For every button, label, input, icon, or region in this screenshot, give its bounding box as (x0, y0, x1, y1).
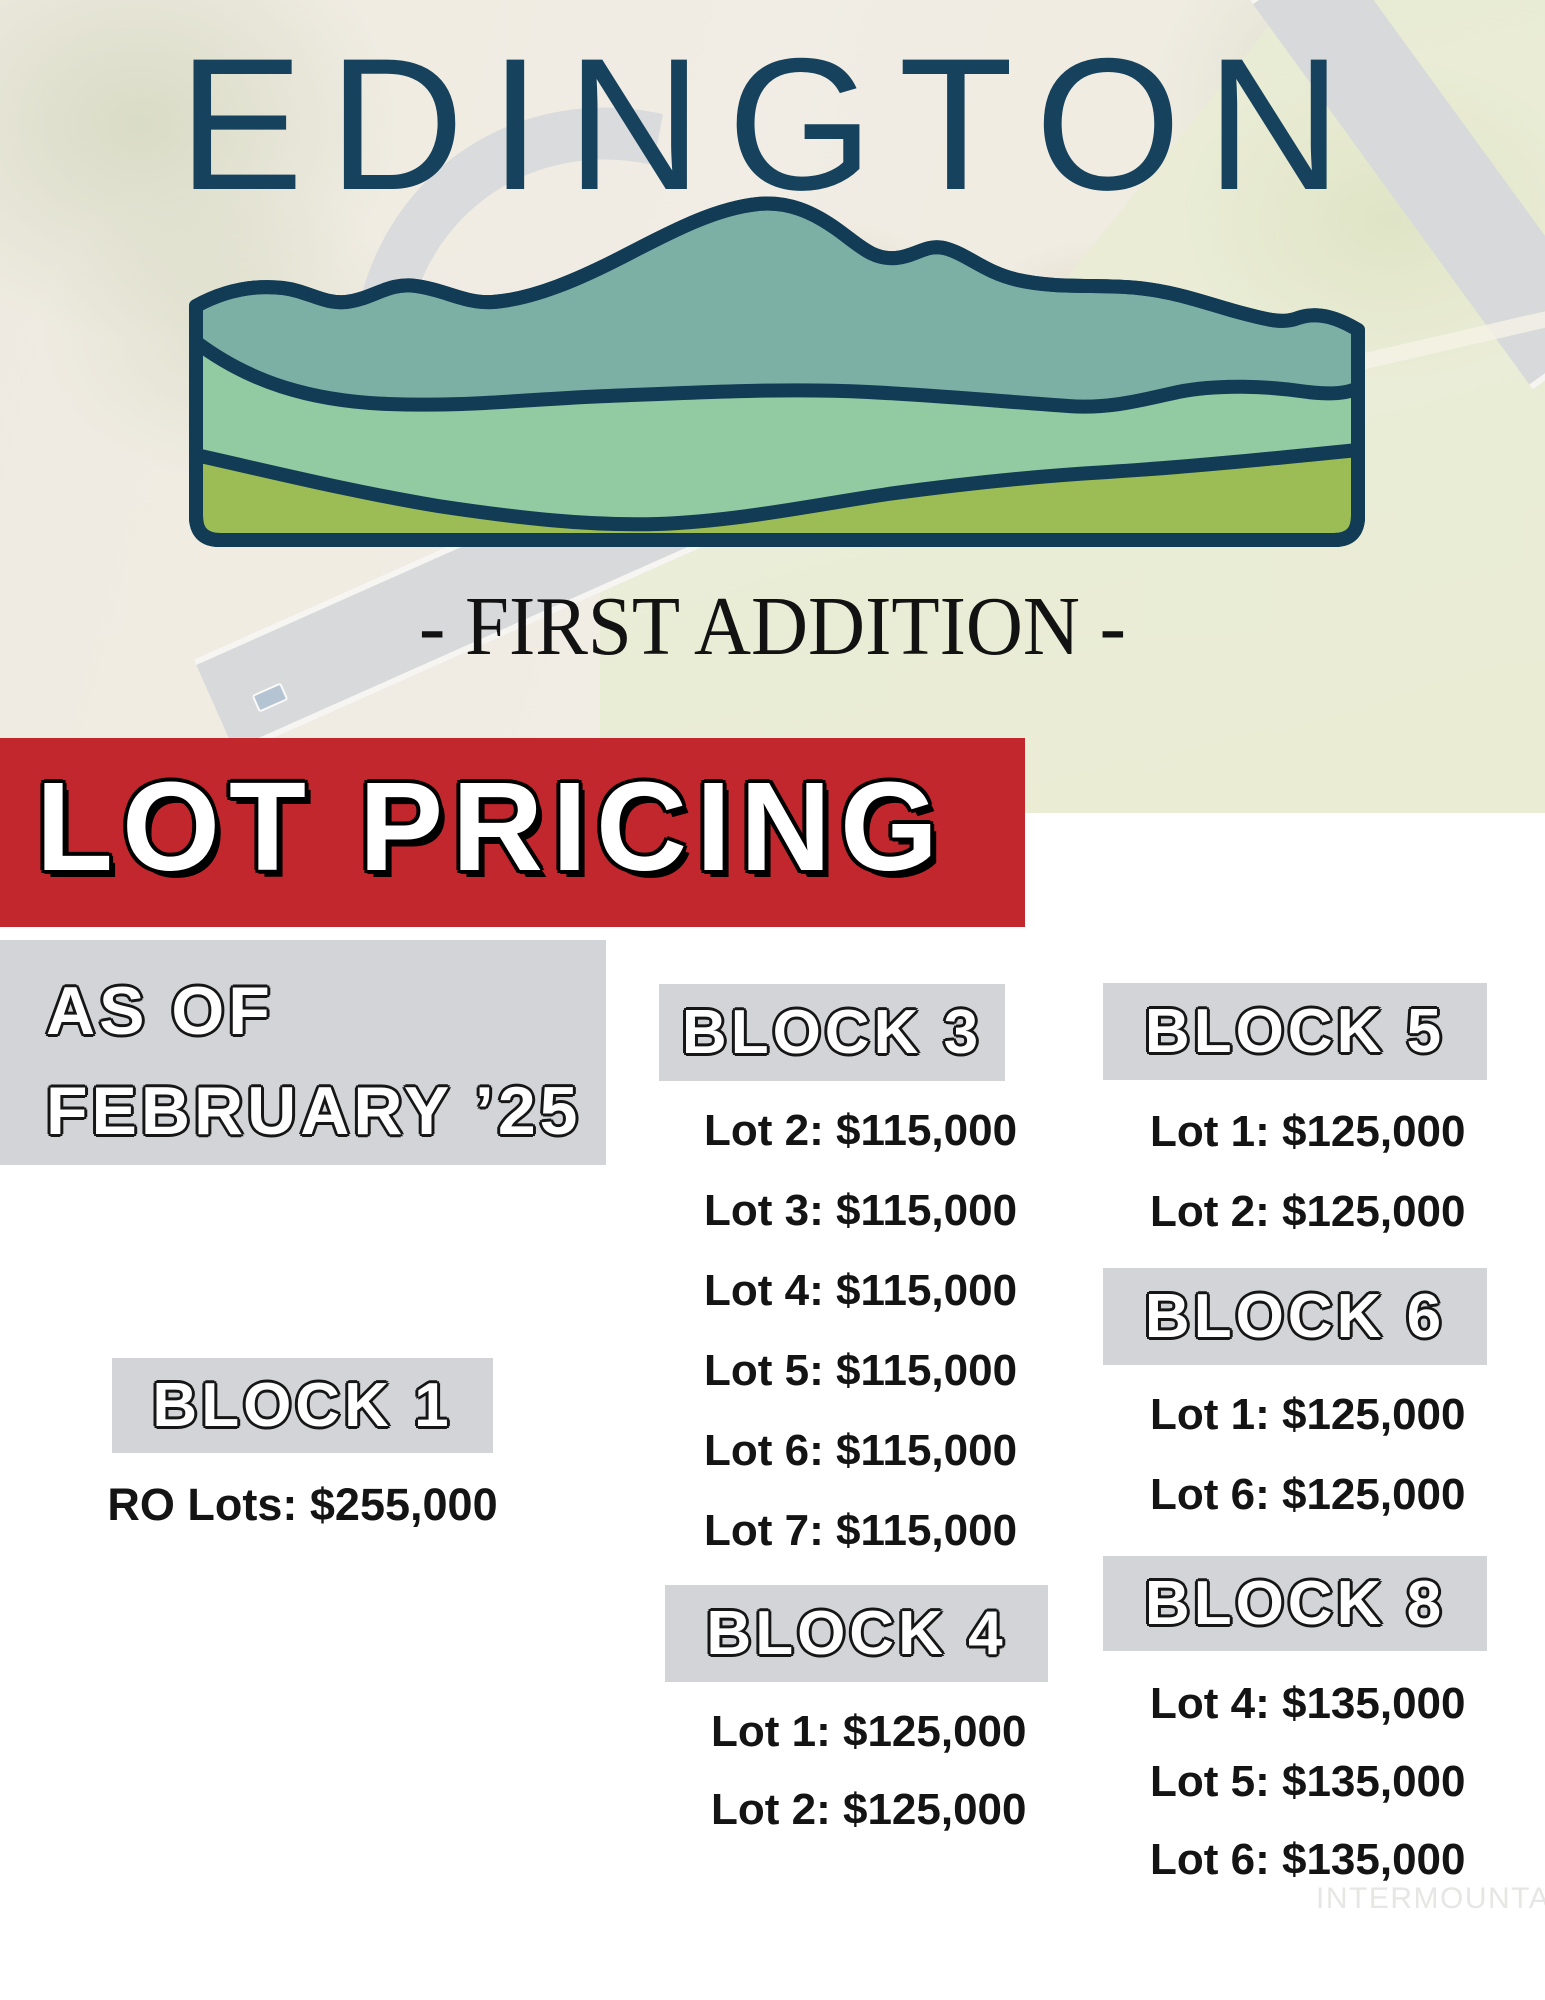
lot-price: Lot 6: $125,000 (1150, 1470, 1466, 1519)
lot-price: Lot 3: $115,000 (704, 1186, 1018, 1235)
grass-patch (0, 0, 400, 340)
lot-price: Lot 1: $125,000 (711, 1707, 1027, 1756)
lot-price: Lot 4: $115,000 (704, 1266, 1018, 1315)
lot-price: RO Lots: $255,000 (107, 1479, 498, 1530)
block-8-header: BLOCK 8 (1103, 1556, 1487, 1651)
as-of-box: AS OF FEBRUARY ’25 (0, 940, 606, 1165)
block-5-header: BLOCK 5 (1103, 983, 1487, 1080)
block-title: BLOCK 3 (681, 998, 983, 1067)
block-4-header: BLOCK 4 (665, 1585, 1048, 1682)
lot-price: Lot 7: $115,000 (704, 1506, 1018, 1555)
landscape-mountains-icon (189, 196, 1365, 547)
lot-pricing-label: LOT PRICING (36, 756, 947, 897)
block-1-header: BLOCK 1 (112, 1358, 493, 1453)
intermountain-watermark: INTERMOUNTAIN (1316, 1882, 1545, 1915)
block-title: BLOCK 1 (152, 1371, 453, 1440)
block-6-lots: Lot 1: $125,000 Lot 6: $125,000 (1150, 1375, 1466, 1535)
as-of-line2: FEBRUARY ’25 (46, 1072, 582, 1149)
lot-price: Lot 6: $135,000 (1150, 1835, 1466, 1884)
block-3-lots: Lot 2: $115,000 Lot 3: $115,000 Lot 4: $… (704, 1091, 1017, 1571)
lot-price: Lot 2: $125,000 (711, 1785, 1027, 1834)
block-8-lots: Lot 4: $135,000 Lot 5: $135,000 Lot 6: $… (1150, 1665, 1466, 1899)
lot-price: Lot 1: $125,000 (1150, 1390, 1466, 1439)
lot-price: Lot 2: $125,000 (1150, 1187, 1466, 1236)
edington-title: EDINGTON (178, 19, 1367, 229)
as-of-line1: AS OF (46, 973, 274, 1049)
block-5-lots: Lot 1: $125,000 Lot 2: $125,000 (1150, 1092, 1466, 1252)
block-title: BLOCK 4 (706, 1599, 1007, 1668)
block-1-lots: RO Lots: $255,000 (107, 1465, 498, 1545)
block-6-header: BLOCK 6 (1103, 1268, 1487, 1365)
lot-price: Lot 2: $115,000 (704, 1106, 1018, 1155)
logo-frame (189, 196, 1365, 547)
first-addition-subtitle: - FIRST ADDITION - (419, 580, 1126, 673)
lot-price: Lot 5: $115,000 (704, 1346, 1018, 1395)
lot-price: Lot 5: $135,000 (1150, 1757, 1466, 1806)
block-title: BLOCK 5 (1144, 997, 1446, 1066)
lot-price: Lot 6: $115,000 (704, 1426, 1018, 1475)
edington-logo (188, 196, 1366, 548)
block-4-lots: Lot 1: $125,000 Lot 2: $125,000 (711, 1693, 1027, 1849)
lot-price: Lot 1: $125,000 (1150, 1107, 1466, 1156)
block-3-header: BLOCK 3 (659, 984, 1005, 1081)
block-title: BLOCK 8 (1144, 1569, 1446, 1638)
lot-pricing-banner: LOT PRICING (0, 738, 1025, 927)
block-title: BLOCK 6 (1144, 1282, 1446, 1351)
lot-price: Lot 4: $135,000 (1150, 1679, 1466, 1728)
